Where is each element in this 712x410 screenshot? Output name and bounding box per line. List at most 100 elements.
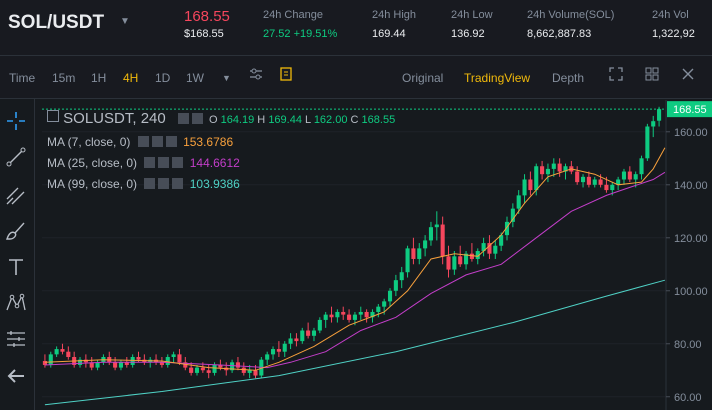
- view-original[interactable]: Original: [402, 71, 444, 85]
- candle-body: [399, 272, 404, 281]
- crosshair-icon[interactable]: [4, 109, 28, 133]
- candle-body: [118, 362, 124, 368]
- grid-layout-icon[interactable]: [644, 66, 660, 82]
- candle-body: [189, 367, 194, 373]
- legend-ma99-row: MA (99, close, 0) 103.9386: [47, 177, 240, 191]
- ohlc-close: 168.55: [361, 114, 396, 126]
- interval-1h[interactable]: 1H: [91, 71, 107, 85]
- ma25-line: [44, 171, 666, 369]
- ma7-label: MA (7, close, 0): [47, 135, 131, 149]
- close-icon[interactable]: [680, 66, 696, 82]
- eye-icon[interactable]: [177, 113, 189, 124]
- stat-label-volume: 24h Volume(SOL): [527, 9, 615, 21]
- candle-body: [60, 349, 65, 352]
- gear-icon[interactable]: [158, 157, 170, 168]
- candle-body: [504, 221, 510, 236]
- candle-body: [183, 362, 188, 368]
- collapse-icon[interactable]: [47, 110, 59, 122]
- candle-body: [411, 248, 416, 259]
- expand-icon[interactable]: [608, 66, 624, 82]
- view-tradingview[interactable]: TradingView: [464, 71, 531, 85]
- stat-value-low: 136.92: [451, 28, 485, 40]
- candle-body: [469, 253, 474, 259]
- candle-body: [540, 166, 545, 175]
- gear-icon[interactable]: [158, 178, 170, 189]
- candle-body: [323, 314, 328, 320]
- close-icon[interactable]: [172, 178, 184, 189]
- candle-body: [387, 290, 393, 302]
- candle-body: [194, 367, 200, 373]
- last-price-tag-label: 168.55: [673, 104, 707, 116]
- candle-body: [621, 171, 627, 180]
- legend-ma25-row: MA (25, close, 0) 144.6612: [47, 156, 240, 170]
- candle-body: [230, 362, 235, 371]
- close-icon[interactable]: [172, 157, 184, 168]
- ohlc-low: 162.00: [313, 114, 348, 126]
- stat-value-change: 27.52 +19.51%: [263, 28, 338, 40]
- candle-body: [165, 357, 170, 365]
- text-icon[interactable]: [4, 255, 28, 279]
- candle-body: [89, 362, 94, 368]
- pair-selector[interactable]: SOL/USDT: [8, 12, 105, 33]
- stat-label-low: 24h Low: [451, 9, 493, 21]
- candle-body: [212, 364, 217, 373]
- eye-icon[interactable]: [137, 136, 149, 147]
- candle-body: [48, 354, 53, 365]
- candle-body: [177, 354, 182, 363]
- ohlc-high-label: H: [257, 114, 266, 126]
- eye-icon[interactable]: [144, 178, 156, 189]
- candle-body: [423, 240, 428, 249]
- gear-icon[interactable]: [151, 136, 163, 147]
- ohlc-close-label: C: [350, 114, 359, 126]
- interval-4h[interactable]: 4H: [123, 71, 139, 85]
- interval-1w[interactable]: 1W: [186, 71, 204, 85]
- candle-body: [510, 208, 515, 222]
- chart-toolbar: Time 15m 1H 4H 1D 1W ▼ Original TradingV…: [0, 56, 712, 99]
- ohlc-open-label: O: [208, 114, 218, 126]
- last-price-usd: $168.55: [184, 28, 224, 40]
- interval-1d[interactable]: 1D: [155, 71, 171, 85]
- candle-body: [534, 166, 539, 191]
- candle-body: [393, 280, 398, 291]
- interval-more-icon[interactable]: ▼: [222, 73, 231, 83]
- brush-icon[interactable]: [4, 219, 28, 243]
- pattern-icon[interactable]: [4, 291, 28, 315]
- candle-body: [428, 227, 434, 241]
- candle-body: [83, 359, 88, 363]
- candle-body: [288, 338, 293, 344]
- trendline-icon[interactable]: [4, 145, 28, 169]
- candle-body: [417, 248, 422, 259]
- candle-body: [124, 362, 129, 365]
- price-axis: 160.00 140.00 120.00 100.00 80.00 60.00 168.55: [665, 100, 712, 410]
- close-icon[interactable]: [165, 136, 177, 147]
- indicator-icon[interactable]: [279, 66, 293, 82]
- back-arrow-icon[interactable]: [4, 364, 28, 388]
- candle-body: [545, 168, 550, 175]
- candle-body: [616, 179, 621, 185]
- eye-icon[interactable]: [144, 157, 156, 168]
- fib-icon[interactable]: [4, 183, 28, 207]
- candle-body: [95, 362, 100, 368]
- caret-down-icon[interactable]: ▼: [120, 16, 130, 27]
- ma-lines: [42, 108, 666, 406]
- legend-symbol-row: SOLUSDT, 240 O 164.19 H 169.44 L 162.00 …: [47, 110, 395, 127]
- candle-body: [136, 357, 141, 360]
- candle-body: [440, 224, 445, 257]
- candle-body: [528, 179, 533, 191]
- interval-15m[interactable]: 15m: [52, 71, 76, 85]
- candle-body: [452, 256, 457, 270]
- candle-body: [253, 370, 258, 376]
- gear-icon[interactable]: [191, 113, 203, 124]
- candle-body: [306, 330, 311, 336]
- measure-icon[interactable]: [4, 327, 28, 351]
- candle-body: [639, 158, 644, 175]
- settings-sliders-icon[interactable]: [248, 66, 264, 82]
- price-axis-bg: [666, 100, 712, 410]
- candle-body: [499, 235, 504, 246]
- candle-body: [282, 343, 287, 352]
- time-label[interactable]: Time: [9, 71, 36, 85]
- view-depth[interactable]: Depth: [552, 71, 585, 85]
- candle-body: [364, 311, 369, 318]
- stat-label-change: 24h Change: [263, 9, 323, 21]
